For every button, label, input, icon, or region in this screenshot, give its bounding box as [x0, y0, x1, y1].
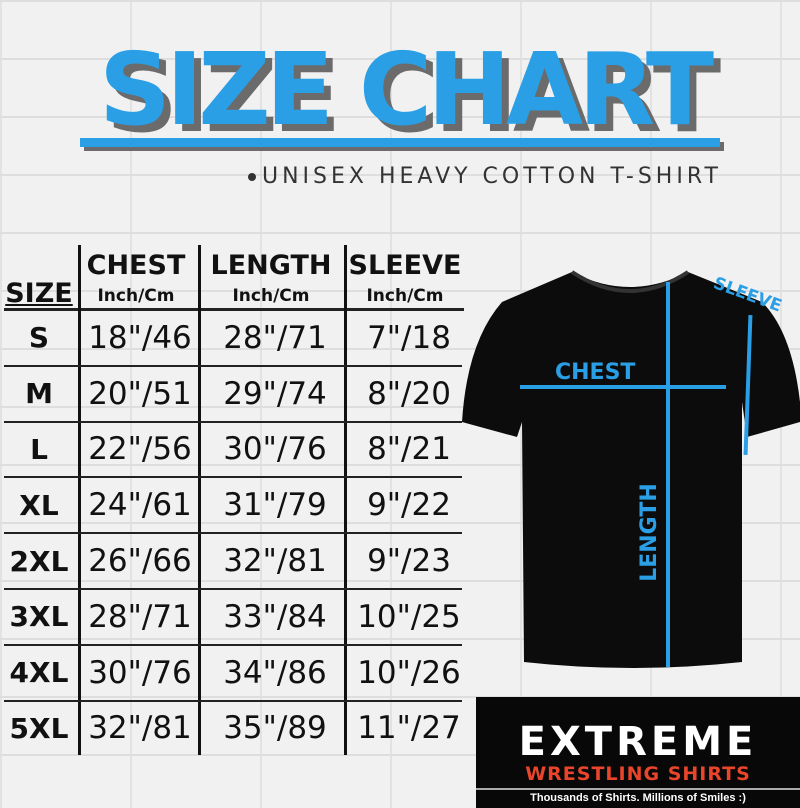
- row-divider: [4, 420, 462, 423]
- measurement-cell: 32"/81: [223, 543, 327, 580]
- length-label: LENGTH: [636, 483, 662, 582]
- measurement-cell: 22"/56: [88, 431, 192, 468]
- measurement-cell: 24"/61: [88, 487, 192, 524]
- subtitle: UNISEX HEAVY COTTON T-SHIRT: [248, 164, 722, 189]
- size-label: L: [30, 432, 48, 466]
- logo-main: EXTREME: [518, 719, 758, 765]
- measurement-cell: 10"/25: [357, 598, 461, 635]
- tshirt-icon: [462, 272, 800, 668]
- measurement-cell: 7"/18: [367, 319, 451, 356]
- measurement-cell: 18"/46: [88, 319, 192, 356]
- row-divider: [4, 532, 462, 535]
- header-length: LENGTH: [210, 249, 332, 281]
- chest-label: CHEST: [555, 360, 636, 385]
- row-divider: [4, 476, 462, 479]
- measurement-cell: 11"/27: [357, 710, 461, 747]
- measurement-cell: 9"/23: [367, 543, 451, 580]
- brand-logo: EXTREME WRESTLING SHIRTS Thousands of Sh…: [476, 697, 800, 808]
- header-sleeve: SLEEVE: [348, 249, 462, 281]
- header-size: SIZE: [5, 277, 73, 309]
- length-line: [666, 282, 670, 667]
- row-divider: [4, 588, 462, 590]
- measurement-cell: 8"/20: [367, 375, 451, 412]
- measurement-cell: 34"/86: [223, 654, 327, 691]
- chest-line: [520, 385, 726, 389]
- size-label: XL: [19, 488, 59, 522]
- column-divider: [78, 245, 81, 755]
- size-label: 2XL: [9, 544, 69, 578]
- measurement-cell: 8"/21: [367, 431, 451, 468]
- header-unit: Inch/Cm: [366, 286, 444, 306]
- header-divider: [4, 308, 464, 311]
- bullet-icon: [248, 173, 256, 181]
- subtitle-text: UNISEX HEAVY COTTON T-SHIRT: [262, 164, 722, 189]
- measurement-cell: 9"/22: [367, 487, 451, 524]
- page-title: SIZE CHART: [98, 31, 714, 148]
- column-divider: [198, 245, 201, 755]
- header-unit: Inch/Cm: [232, 286, 310, 306]
- measurement-cell: 35"/89: [223, 710, 327, 747]
- logo-sub: WRESTLING SHIRTS: [525, 763, 751, 785]
- tshirt-diagram: [462, 270, 800, 668]
- size-label: 3XL: [9, 600, 69, 634]
- measurement-cell: 30"/76: [88, 654, 192, 691]
- measurement-cell: 10"/26: [357, 654, 461, 691]
- header-chest: CHEST: [86, 249, 186, 281]
- header-unit: Inch/Cm: [97, 286, 175, 306]
- row-divider: [4, 643, 462, 646]
- size-label: S: [28, 321, 50, 355]
- logo-tagline: Thousands of Shirts. Millions of Smiles …: [476, 788, 800, 804]
- measurement-cell: 30"/76: [223, 431, 327, 468]
- measurement-cell: 28"/71: [223, 319, 327, 356]
- measurement-cell: 29"/74: [223, 375, 327, 412]
- measurement-cell: 28"/71: [88, 598, 192, 635]
- title-underline: [80, 138, 720, 147]
- measurement-cell: 31"/79: [223, 487, 327, 524]
- measurement-cell: 32"/81: [88, 710, 192, 747]
- size-label: M: [25, 377, 53, 411]
- measurement-cell: 20"/51: [88, 375, 192, 412]
- column-divider: [344, 245, 347, 755]
- size-label: 5XL: [9, 711, 69, 745]
- measurement-cell: 33"/84: [223, 598, 327, 635]
- row-divider: [4, 364, 462, 367]
- size-label: 4XL: [9, 656, 69, 690]
- row-divider: [4, 699, 462, 702]
- measurement-cell: 26"/66: [88, 543, 192, 580]
